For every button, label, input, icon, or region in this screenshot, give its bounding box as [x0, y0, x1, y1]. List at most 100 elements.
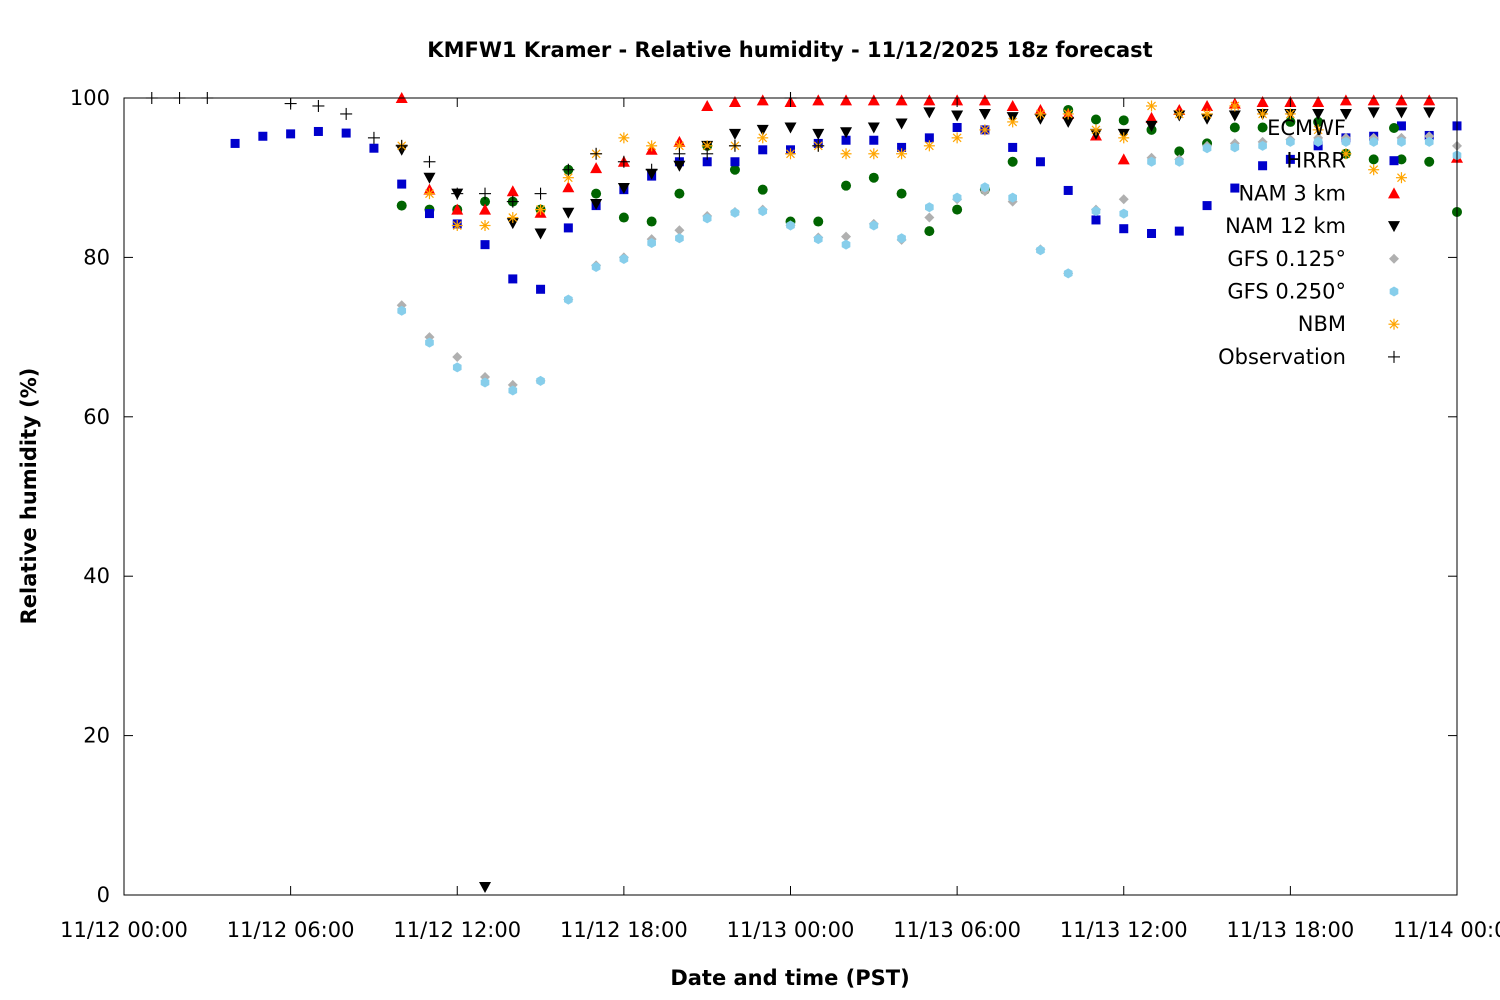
data-point — [674, 188, 685, 199]
data-point — [675, 233, 684, 244]
data-point — [730, 157, 740, 167]
data-point — [729, 164, 740, 175]
data-point — [869, 220, 879, 231]
data-point — [869, 135, 879, 145]
data-point — [896, 188, 907, 199]
data-point — [508, 274, 518, 284]
data-point — [1369, 136, 1379, 147]
legend-marker — [1388, 187, 1400, 199]
data-point — [951, 110, 964, 122]
x-tick-label: 11/13 06:00 — [893, 918, 1021, 942]
data-point — [701, 99, 714, 111]
data-point — [702, 213, 712, 224]
data-point — [1368, 164, 1380, 176]
x-axis-label: Date and time (PST) — [670, 966, 909, 990]
data-point — [618, 212, 629, 223]
legend-label: NBM — [1298, 312, 1346, 336]
data-point — [1230, 183, 1240, 193]
data-point — [812, 139, 825, 152]
data-point — [617, 183, 630, 195]
data-point — [451, 203, 464, 215]
data-point — [728, 139, 741, 152]
data-point — [424, 209, 434, 219]
data-point — [1397, 136, 1406, 147]
data-point — [952, 192, 962, 203]
data-point — [1118, 194, 1129, 205]
legend-item: GFS 0.125° — [1227, 247, 1399, 271]
data-point — [507, 212, 519, 224]
data-point — [701, 147, 714, 160]
data-point — [841, 239, 851, 250]
x-tick-label: 11/12 00:00 — [60, 918, 188, 942]
data-point — [896, 148, 908, 160]
data-point — [730, 207, 740, 218]
data-point — [645, 163, 658, 176]
data-point — [1091, 215, 1101, 225]
data-point — [341, 128, 351, 138]
y-tick-label: 20 — [83, 724, 110, 748]
data-point — [895, 94, 908, 106]
data-point — [258, 131, 268, 141]
data-point — [1423, 107, 1436, 119]
data-point — [1313, 136, 1323, 147]
legend-label: GFS 0.250° — [1227, 280, 1346, 304]
data-point — [1340, 148, 1352, 160]
series-7 — [145, 92, 825, 208]
data-point — [590, 199, 603, 211]
data-point — [840, 127, 853, 139]
data-point — [1228, 110, 1241, 122]
data-point — [396, 200, 407, 211]
legend-label: GFS 0.125° — [1227, 247, 1346, 271]
data-point — [1339, 94, 1352, 106]
data-point — [840, 148, 852, 160]
data-point — [702, 157, 712, 167]
data-point — [562, 163, 575, 176]
data-point — [1090, 114, 1101, 125]
data-point — [895, 118, 908, 130]
data-point — [1008, 142, 1018, 152]
data-point — [590, 162, 603, 174]
data-point — [1007, 156, 1018, 167]
legend-marker — [1389, 253, 1399, 264]
data-point — [1202, 143, 1212, 154]
data-point — [1339, 108, 1352, 120]
data-point — [1201, 108, 1213, 120]
data-point — [923, 140, 935, 152]
data-point — [868, 172, 879, 183]
data-point — [1258, 161, 1268, 171]
y-tick-label: 100 — [70, 86, 110, 110]
data-point — [925, 202, 934, 213]
data-point — [1036, 245, 1045, 256]
y-tick-label: 0 — [97, 883, 110, 907]
data-point — [425, 337, 434, 348]
legend-marker — [1388, 318, 1400, 330]
data-point — [1312, 124, 1324, 136]
data-point — [1424, 156, 1435, 167]
data-point — [1174, 146, 1185, 157]
data-point — [534, 228, 547, 240]
data-point — [1119, 208, 1129, 219]
data-point — [534, 187, 547, 200]
data-point — [479, 220, 491, 232]
data-point — [757, 132, 769, 144]
data-point — [1063, 185, 1073, 195]
data-point — [813, 216, 824, 227]
data-point — [785, 148, 796, 160]
data-point — [619, 253, 629, 264]
data-point — [674, 225, 685, 236]
data-point — [367, 131, 380, 144]
data-point — [673, 147, 686, 160]
data-point — [952, 204, 963, 215]
data-point — [452, 362, 462, 373]
legend-label: NAM 3 km — [1238, 181, 1346, 205]
data-point — [728, 128, 741, 140]
x-tick-label: 11/13 12:00 — [1060, 918, 1188, 942]
data-point — [1173, 108, 1185, 120]
data-point — [340, 107, 353, 120]
data-point — [1007, 116, 1019, 128]
data-point — [1229, 122, 1240, 133]
data-point — [313, 126, 323, 136]
data-point — [812, 128, 825, 140]
legend-marker — [1388, 350, 1400, 363]
data-point — [1395, 172, 1407, 184]
